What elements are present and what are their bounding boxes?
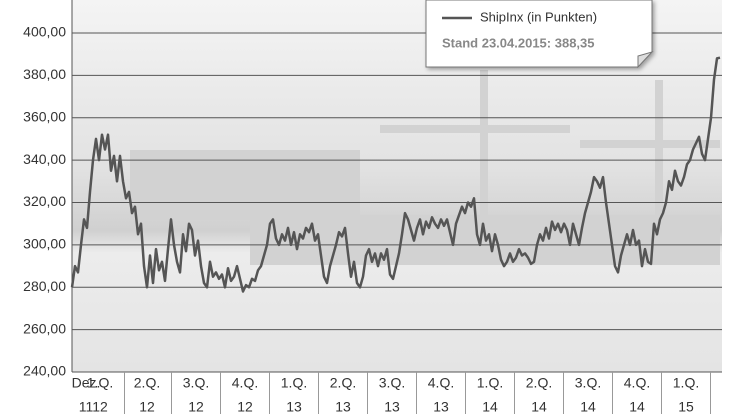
x-tick-label: 4.Q.: [232, 375, 258, 391]
x-tick-label-year: 13: [286, 399, 302, 414]
x-tick-label-year: 14: [629, 399, 645, 414]
y-tick-label: 340,00: [23, 151, 66, 167]
legend-label: ShipInx (in Punkten): [480, 9, 597, 24]
x-tick-label: Dez.: [72, 375, 101, 391]
annotation: Stand 23.04.2015: 388,35: [442, 35, 595, 50]
x-tick-label-year: 14: [531, 399, 547, 414]
x-tick-label: 1.Q.: [87, 375, 113, 391]
x-tick-label: 1.Q.: [281, 375, 307, 391]
data-line: [70, 56, 721, 293]
y-tick-label: 400,00: [23, 24, 66, 40]
x-tick-label: 3.Q.: [183, 375, 209, 391]
y-tick-label: 300,00: [23, 236, 66, 252]
legend-fold: [637, 51, 654, 69]
y-tick-label: 360,00: [23, 108, 66, 124]
x-tick-label-year: 12: [92, 399, 108, 414]
x-tick-label-year: 15: [678, 399, 694, 414]
x-tick-label: 3.Q.: [379, 375, 405, 391]
y-tick-label: 320,00: [23, 193, 66, 209]
x-tick-label: 2.Q.: [330, 375, 356, 391]
x-tick-label: 1.Q.: [477, 375, 503, 391]
x-tick-label-year: 13: [433, 399, 449, 414]
y-tick-label: 380,00: [23, 66, 66, 82]
x-tick-label-year: 12: [139, 399, 155, 414]
x-tick-label-year: 11: [79, 399, 94, 414]
x-tick-label-year: 12: [237, 399, 253, 414]
x-tick-label: 1.Q.: [673, 375, 699, 391]
x-tick-label-year: 12: [188, 399, 204, 414]
x-tick-label: 3.Q.: [575, 375, 601, 391]
y-tick-label: 240,00: [23, 363, 66, 379]
x-tick-label: 4.Q.: [428, 375, 454, 391]
x-tick-label: 2.Q.: [526, 375, 552, 391]
x-tick-label: 2.Q.: [134, 375, 160, 391]
legend: ShipInx (in Punkten) Stand 23.04.2015: 3…: [425, 0, 654, 69]
x-tick-label-year: 14: [482, 399, 498, 414]
x-tick-label: 4.Q.: [624, 375, 650, 391]
y-tick-label: 280,00: [23, 278, 66, 294]
x-tick-label-year: 13: [335, 399, 351, 414]
x-tick-label-year: 13: [384, 399, 400, 414]
x-tick-label-year: 14: [580, 399, 596, 414]
y-tick-label: 260,00: [23, 320, 66, 336]
